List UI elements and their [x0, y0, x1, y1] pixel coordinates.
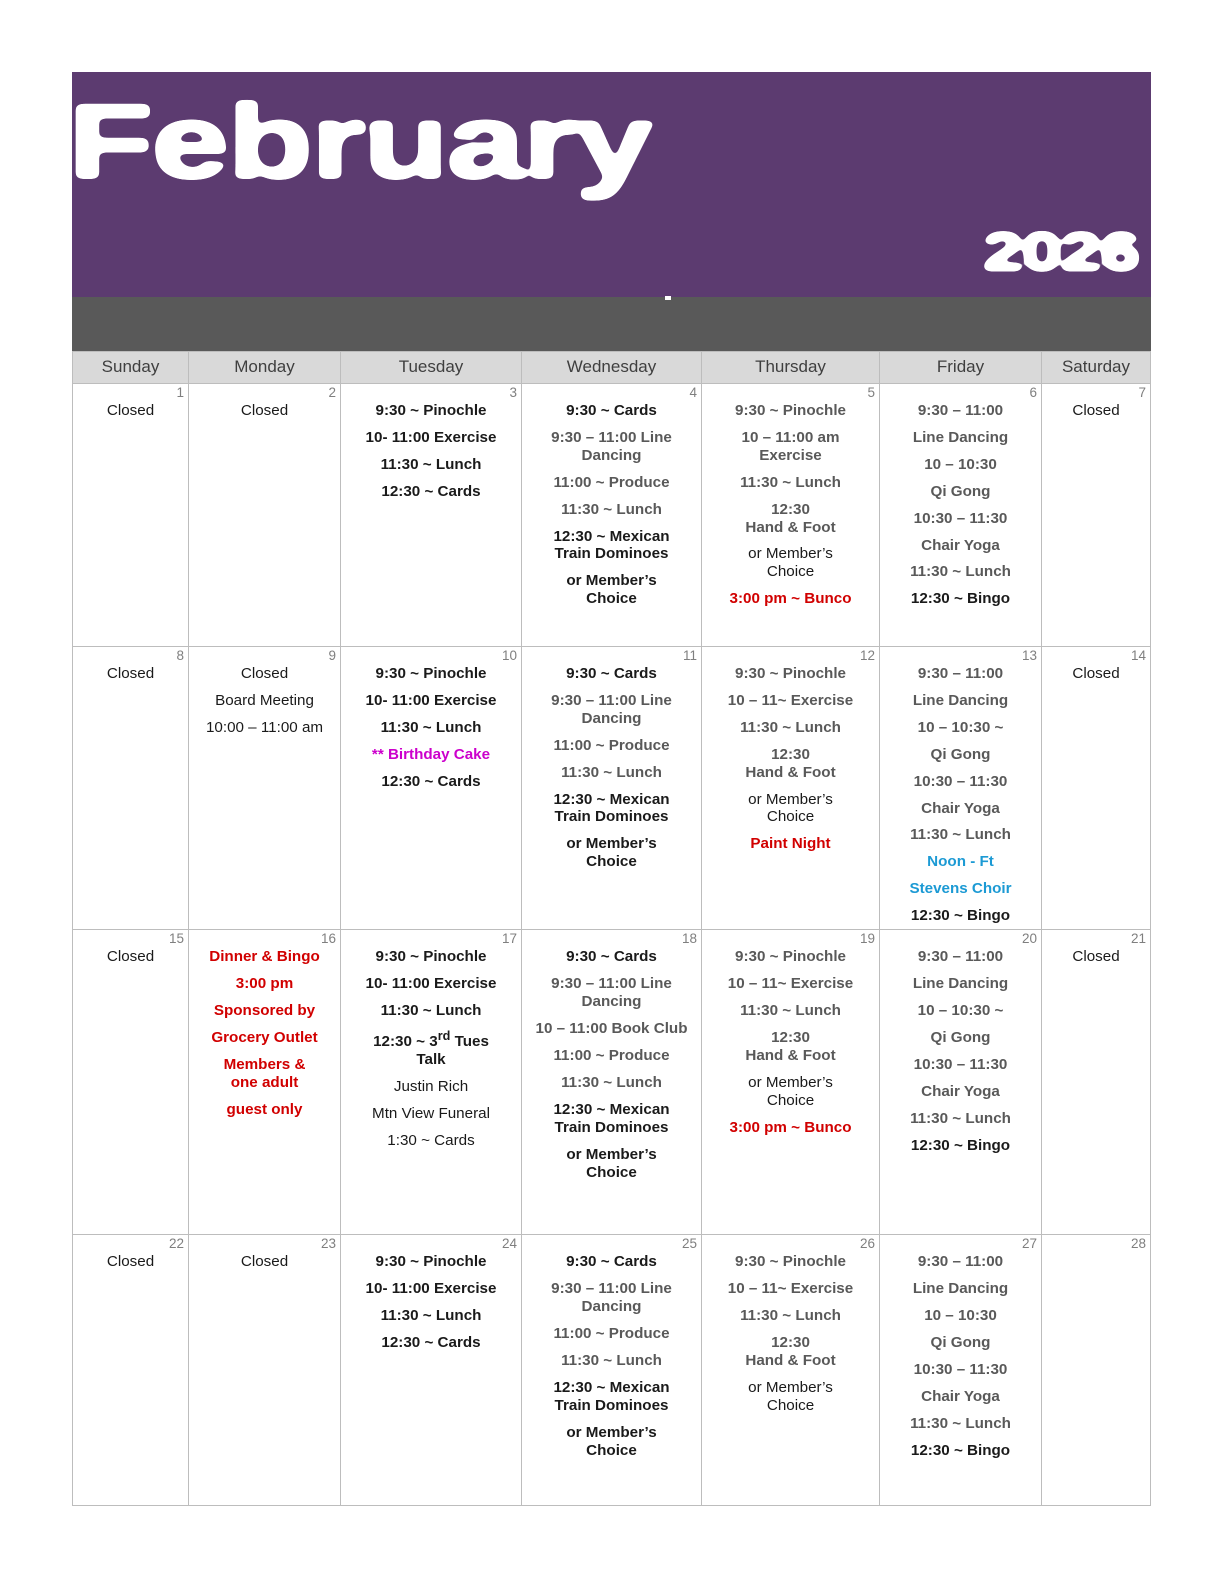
svg-text:February: February	[72, 83, 653, 200]
svg-text:2026: 2026	[983, 222, 1139, 282]
